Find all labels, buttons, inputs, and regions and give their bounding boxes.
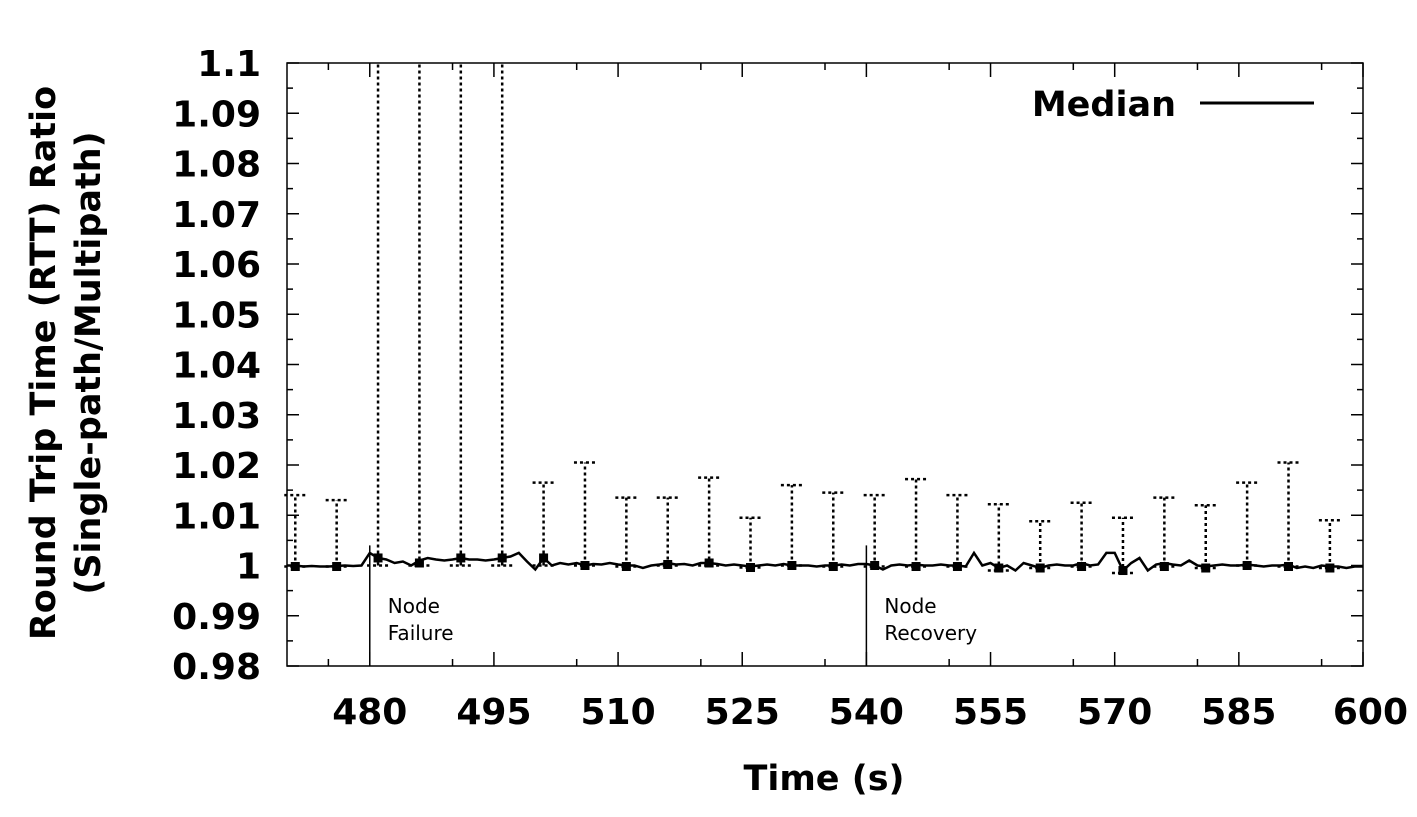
error-bar-13 — [822, 491, 845, 572]
y-tick-label-0: 0.98 — [172, 647, 261, 688]
plot-frame — [286, 62, 1364, 667]
y-tick-label-6: 1.04 — [172, 346, 261, 387]
error-bar-19 — [1070, 501, 1093, 572]
error-bar-15 — [905, 477, 928, 572]
error-bar-23 — [1236, 481, 1259, 570]
annotations-layer: Node Failure Node Recovery — [369, 545, 977, 666]
error-bar-21 — [1153, 496, 1176, 572]
error-bar-3 — [408, 63, 431, 568]
y-tick-label-4: 1.02 — [172, 446, 261, 487]
error-bar-median-point-3 — [414, 558, 424, 568]
error-bar-25 — [1318, 519, 1341, 573]
x-tick-label-1: 495 — [456, 692, 531, 733]
x-tick-label-5: 555 — [953, 692, 1028, 733]
error-bar-16 — [946, 493, 969, 572]
error-bar-median-point-22 — [1201, 563, 1211, 573]
y-tick-label-10: 1.08 — [172, 145, 261, 186]
x-tick-label-4: 540 — [829, 692, 904, 733]
annotation-text-0-1: Failure — [388, 621, 454, 645]
error-bar-7 — [573, 461, 596, 570]
y-tick-label-2: 1 — [236, 547, 261, 588]
y-tick-label-9: 1.07 — [172, 195, 261, 236]
error-bar-10 — [698, 476, 721, 568]
x-tick-label-2: 510 — [580, 692, 655, 733]
annotation-text-1-1: Recovery — [884, 621, 977, 645]
legend: Median — [1032, 85, 1314, 125]
error-bars-layer — [284, 63, 1341, 576]
y-tick-label-3: 1.01 — [172, 496, 261, 537]
error-bar-median-point-9 — [663, 559, 673, 569]
error-bar-20 — [1111, 516, 1134, 576]
error-bar-22 — [1194, 503, 1217, 573]
y-axis-title: Round Trip Time (RTT) Ratio (Single-path… — [24, 86, 109, 640]
x-tick-label-7: 585 — [1201, 692, 1276, 733]
y-tick-label-11: 1.09 — [172, 94, 261, 135]
y-tick-label-12: 1.1 — [197, 44, 261, 85]
x-tick-label-0: 480 — [332, 692, 407, 733]
x-axis-title: Time (s) — [743, 759, 904, 799]
error-bar-11 — [739, 516, 762, 573]
error-bar-6 — [532, 481, 555, 567]
median-series-line — [287, 550, 1363, 573]
error-bar-median-point-25 — [1325, 563, 1335, 573]
y-tick-label-7: 1.05 — [172, 295, 261, 336]
legend-label-median: Median — [1032, 85, 1176, 125]
error-bar-4 — [449, 63, 472, 567]
error-bar-2 — [367, 63, 390, 567]
error-bar-9 — [656, 496, 679, 569]
y-tick-label-8: 1.06 — [172, 245, 261, 286]
x-tick-label-3: 525 — [705, 692, 780, 733]
x-tick-label-8: 600 — [1333, 692, 1408, 733]
error-bar-12 — [780, 483, 803, 570]
y-tick-label-5: 1.03 — [172, 396, 261, 437]
error-bar-median-point-19 — [1077, 562, 1087, 572]
median-layer — [287, 550, 1363, 573]
y-axis-title-line-2: (Single-path/Multipath) — [69, 131, 109, 594]
annotation-text-1-0: Node — [884, 594, 936, 618]
error-bar-median-point-15 — [911, 562, 921, 572]
error-bar-median-point-21 — [1159, 562, 1169, 572]
y-tick-label-1: 0.99 — [172, 597, 261, 638]
error-bar-5 — [491, 63, 514, 567]
error-bar-8 — [615, 496, 638, 572]
error-bar-median-point-24 — [1284, 562, 1294, 572]
y-axis-title-line-1: Round Trip Time (RTT) Ratio — [24, 86, 64, 640]
error-bar-24 — [1277, 461, 1300, 572]
axes-layer: 0.98 0.99 1 1.01 1.02 1.03 1.04 1.05 1.06 1.07 1.0… — [172, 44, 1408, 733]
annotation-text-0-0: Node — [388, 594, 440, 618]
x-tick-label-6: 570 — [1077, 692, 1152, 733]
error-bar-1 — [325, 498, 348, 572]
